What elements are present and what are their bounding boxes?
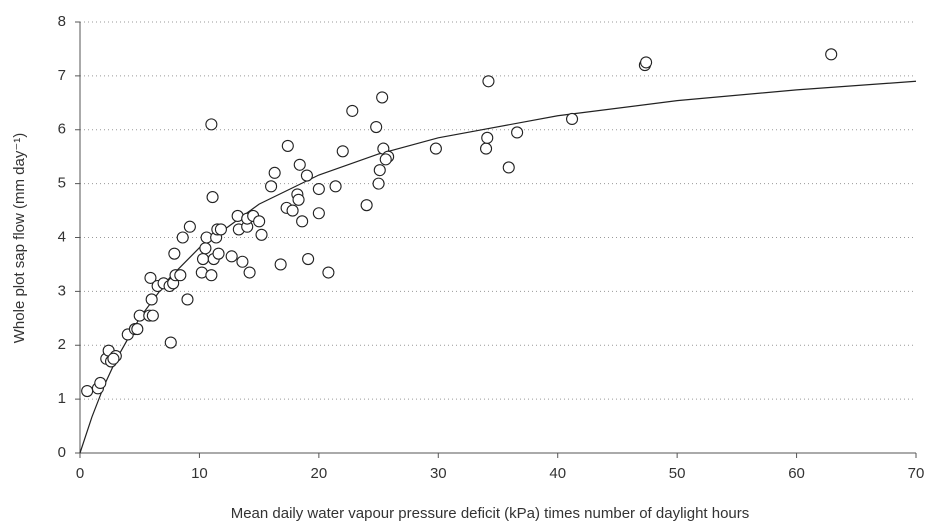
point bbox=[370, 121, 383, 134]
point bbox=[300, 169, 313, 182]
point bbox=[565, 112, 579, 126]
point bbox=[312, 207, 325, 220]
point bbox=[482, 75, 495, 88]
point bbox=[296, 215, 309, 228]
point bbox=[281, 139, 294, 152]
point bbox=[214, 223, 227, 236]
point bbox=[174, 269, 187, 282]
x-tick-label: 30 bbox=[430, 465, 447, 482]
point bbox=[346, 104, 359, 117]
point bbox=[199, 242, 212, 255]
x-tick-label: 50 bbox=[669, 465, 686, 482]
point bbox=[502, 161, 515, 174]
point bbox=[236, 255, 249, 268]
point bbox=[225, 250, 238, 263]
point bbox=[144, 271, 157, 284]
point bbox=[145, 293, 158, 306]
x-tick-label: 10 bbox=[191, 465, 208, 482]
point bbox=[286, 204, 299, 217]
point bbox=[168, 247, 181, 260]
point bbox=[379, 153, 392, 166]
point bbox=[183, 220, 196, 233]
point bbox=[196, 252, 210, 266]
x-axis-label: Mean daily water vapour pressure deficit… bbox=[231, 505, 750, 522]
point bbox=[360, 199, 373, 212]
x-tick-label: 40 bbox=[549, 465, 566, 482]
point bbox=[302, 252, 315, 266]
y-tick-label: 5 bbox=[58, 175, 66, 192]
y-tick-label: 1 bbox=[58, 390, 66, 407]
point bbox=[94, 376, 107, 390]
fit-curve bbox=[79, 80, 917, 454]
point bbox=[265, 180, 278, 193]
y-tick-label: 4 bbox=[58, 228, 66, 245]
point bbox=[373, 164, 386, 177]
point bbox=[164, 336, 177, 349]
point bbox=[322, 266, 335, 279]
y-tick-label: 2 bbox=[58, 336, 66, 353]
point bbox=[274, 258, 287, 271]
point bbox=[640, 56, 653, 69]
point bbox=[181, 293, 194, 306]
point bbox=[206, 191, 219, 204]
point bbox=[511, 126, 524, 139]
point bbox=[253, 215, 266, 228]
x-tick-label: 0 bbox=[76, 465, 84, 482]
x-tick-label: 70 bbox=[908, 465, 925, 482]
point bbox=[212, 247, 225, 260]
point bbox=[268, 166, 281, 179]
point bbox=[481, 131, 494, 144]
point bbox=[255, 228, 268, 241]
point bbox=[243, 266, 256, 279]
point bbox=[81, 384, 94, 398]
y-axis-label: Whole plot sap flow (mm day⁻¹) bbox=[11, 133, 28, 343]
y-tick-label: 6 bbox=[58, 121, 66, 138]
y-tick-label: 0 bbox=[58, 444, 66, 461]
point bbox=[312, 182, 325, 196]
point bbox=[372, 177, 385, 190]
y-tick-label: 8 bbox=[58, 13, 66, 30]
point bbox=[107, 352, 120, 365]
point bbox=[293, 158, 306, 171]
point bbox=[292, 193, 305, 206]
point bbox=[205, 269, 218, 282]
point bbox=[376, 91, 389, 104]
point bbox=[429, 142, 442, 155]
point bbox=[146, 309, 159, 322]
point bbox=[825, 48, 838, 61]
y-tick-label: 3 bbox=[58, 282, 66, 299]
point bbox=[205, 118, 218, 131]
point bbox=[329, 180, 342, 193]
point bbox=[480, 142, 493, 155]
point bbox=[176, 231, 189, 244]
y-tick-label: 7 bbox=[58, 67, 66, 84]
point bbox=[131, 323, 144, 336]
x-tick-label: 60 bbox=[788, 465, 805, 482]
x-tick-label: 20 bbox=[311, 465, 328, 482]
point bbox=[336, 145, 349, 158]
